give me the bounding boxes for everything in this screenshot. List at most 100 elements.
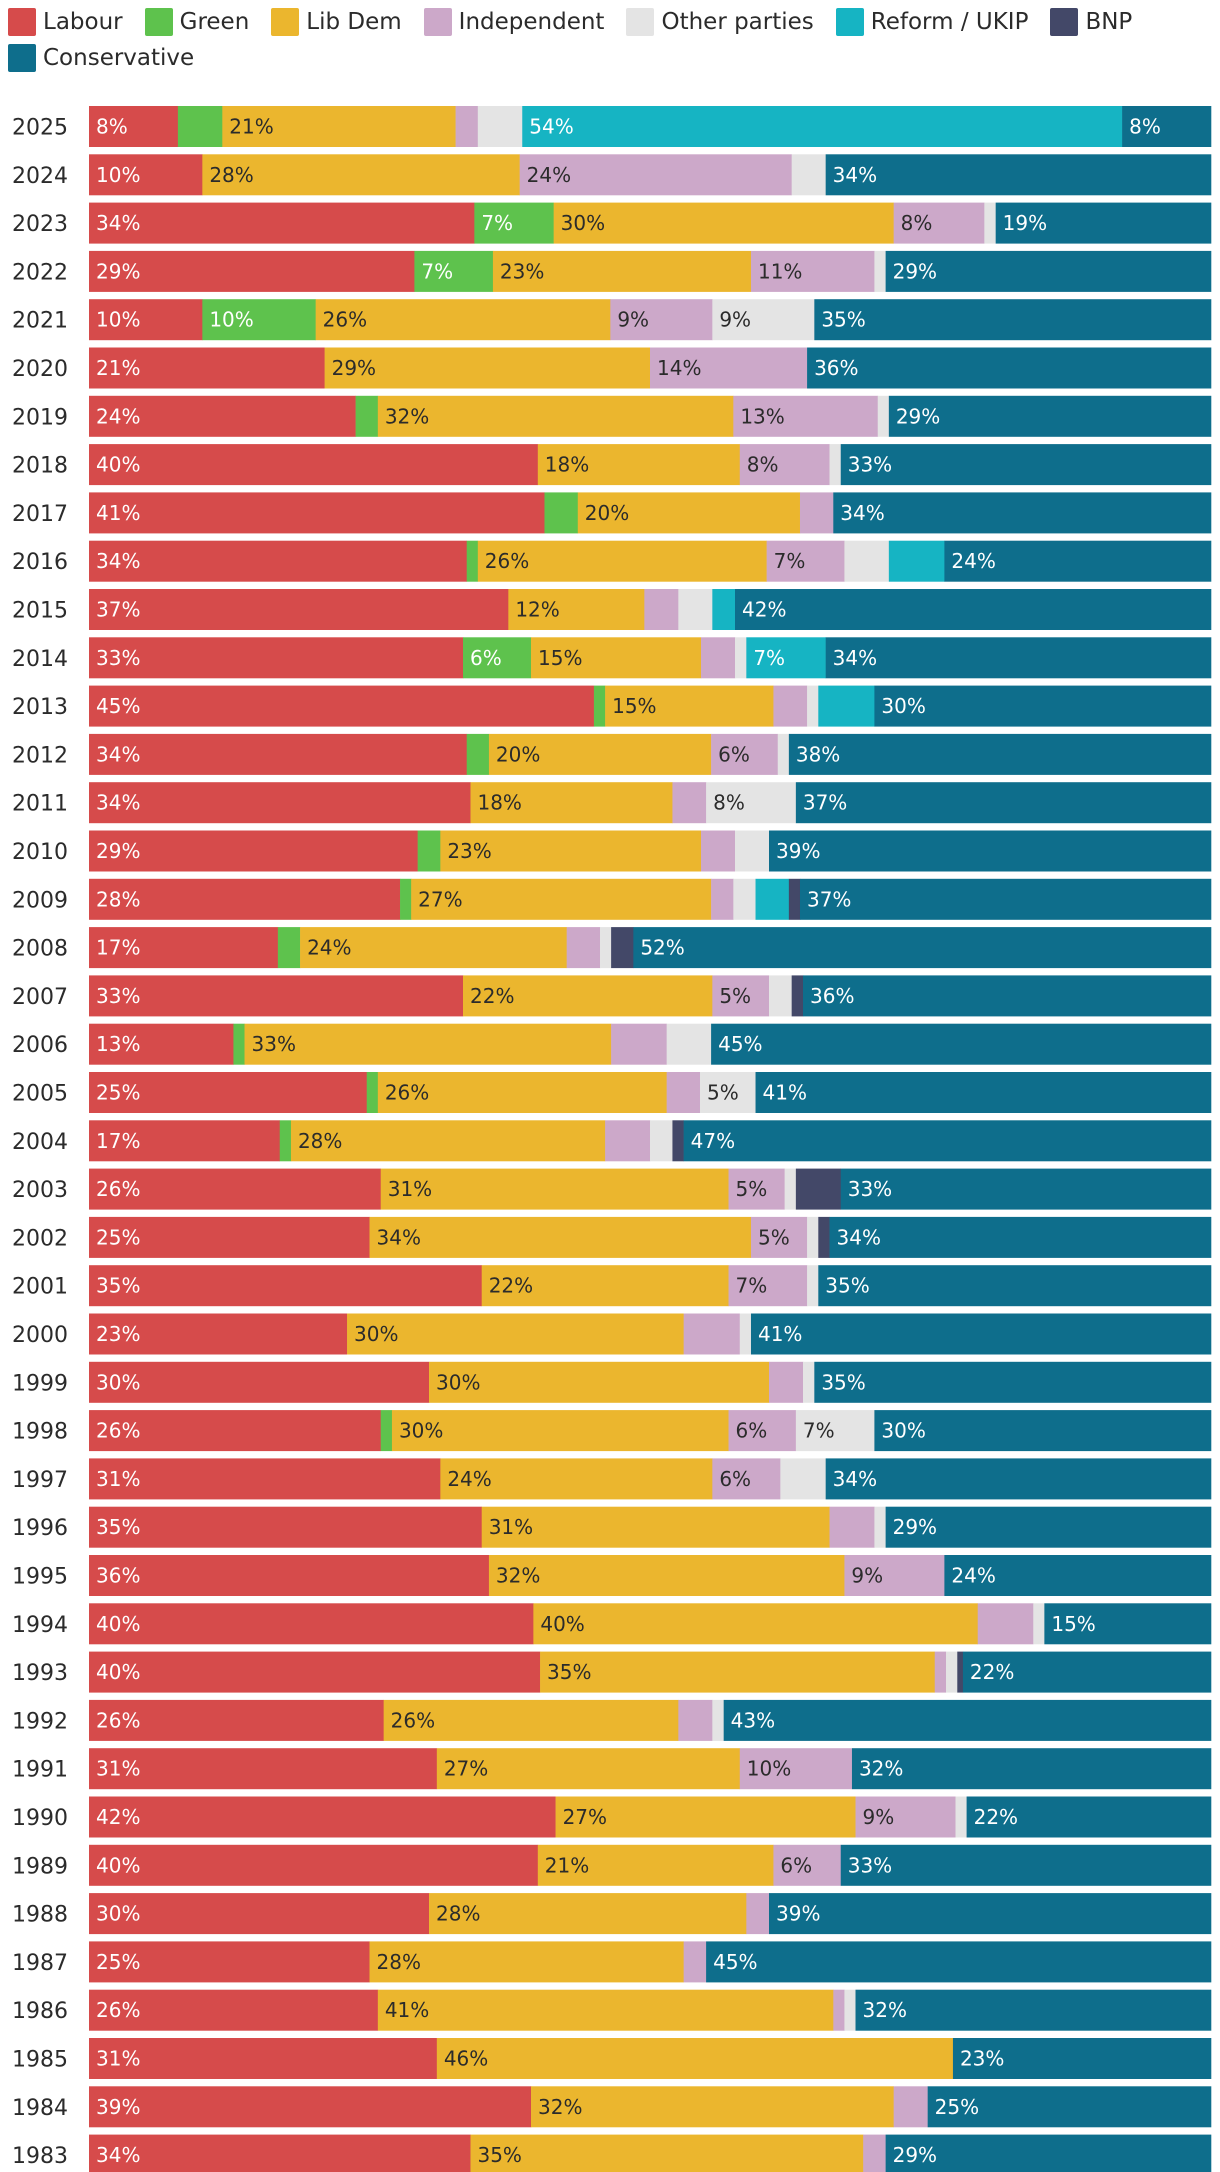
bar-row-2017: 2017 41% 20% 34% [12,492,1212,534]
bar-segment-lib-dem [429,1361,770,1403]
bar-row-2008: 2008 17% 24% 52% [12,927,1212,969]
data-label: 25% [935,2095,979,2119]
data-label: 40% [540,1612,584,1636]
bar-segment-conservative [944,540,1212,582]
bar-segment-independent [728,1265,808,1307]
bar-segment-independent [519,154,792,196]
bar-segment-lib-dem [377,395,734,437]
data-label: 45% [713,1950,757,1974]
bar-segment-independent [678,1699,713,1741]
data-label: 33% [96,646,140,670]
data-label: 26% [96,1419,140,1443]
bar-segment-labour [89,1651,541,1693]
year-label: 1984 [12,2096,68,2121]
bar-segment-conservative [833,492,1212,534]
legend-label: Lib Dem [306,9,402,35]
bar-row-1985: 1985 31% 46% 23% [12,2038,1212,2079]
bar-segment-conservative [769,1893,1212,1935]
bar-row-2003: 2003 26% 31% 5% 33% [12,1168,1212,1210]
data-label: 29% [896,404,940,428]
bar-segment-labour [89,1216,370,1258]
bar-segment-labour [89,1361,430,1403]
bar-segment-reform-ukip [888,540,945,582]
bar-segment-conservative [706,1941,1212,1983]
year-label: 2015 [12,599,68,624]
bar-row-2001: 2001 35% 22% 7% 35% [12,1265,1212,1307]
bar-segment-conservative [855,1989,1212,2031]
bar-segment-conservative [995,202,1212,244]
data-label: 8% [713,791,745,815]
legend-swatch-lib-dem [271,8,300,36]
bar-segment-lib-dem [531,2086,894,2128]
bar-segment-labour [89,1313,348,1355]
bar-row-2025: 2025 8% 21% 54% 8% [12,106,1212,147]
legend-item-green: Green [144,8,249,36]
bar-segment-lib-dem [436,1748,741,1790]
bar-segment-green [380,1410,393,1452]
bar-segment-independent [766,540,845,582]
year-label: 1993 [12,1661,68,1686]
bar-segment-labour [89,202,475,244]
bar-segment-conservative [818,1265,1212,1307]
data-label: 54% [529,115,573,139]
data-label: 7% [803,1419,835,1443]
bar-segment-lib-dem [202,154,520,196]
data-label: 13% [96,1032,140,1056]
bar-segment-other-parties [807,685,819,727]
bar-segment-other-parties [769,975,792,1017]
data-label: 32% [859,1757,903,1781]
data-label: 34% [833,646,877,670]
data-label: 36% [814,356,858,380]
bar-segment-other-parties [844,540,890,582]
bar-segment-labour [89,830,418,872]
data-label: 26% [96,1177,140,1201]
bar-row-2006: 2006 13% 33% 45% [12,1023,1212,1065]
bar-segment-independent [829,1506,875,1548]
data-label: 14% [657,356,701,380]
data-label: 34% [96,791,140,815]
bar-segment-bnp [957,1651,964,1693]
bar-segment-green [463,637,532,679]
data-label: 22% [970,1660,1014,1684]
data-label: 39% [96,2095,140,2119]
data-label: 34% [96,742,140,766]
data-label: 29% [96,259,140,283]
data-label: 7% [774,549,806,573]
bar-segment-lib-dem [315,299,611,341]
bar-segment-conservative [683,1120,1212,1162]
data-label: 30% [881,1419,925,1443]
data-label: 37% [807,887,851,911]
legend-item-other-parties: Other parties [626,8,814,36]
legend-swatch-independent [423,8,452,36]
data-label: 45% [96,694,140,718]
bar-segment-labour [89,106,179,147]
data-label: 23% [447,839,491,863]
data-label: 19% [1003,211,1047,235]
bar-segment-conservative [825,154,1212,196]
data-label: 5% [719,984,751,1008]
bar-segment-conservative [840,444,1212,486]
bar-row-2022: 2022 29% 7% 23% 11% 29% [12,250,1212,292]
bar-segment-independent [712,1458,781,1500]
bar-segment-lib-dem [440,1458,713,1500]
year-label: 2021 [12,309,68,334]
bar-segment-lib-dem [440,830,702,872]
data-label: 33% [848,1853,892,1877]
bar-row-2021: 2021 10% 10% 26% 9% 9% 35% [12,299,1212,341]
data-label: 27% [444,1757,488,1781]
data-label: 31% [96,1757,140,1781]
bar-row-2014: 2014 33% 6% 15% 7% 34% [12,637,1212,679]
bar-segment-lib-dem [380,1168,729,1210]
data-label: 34% [96,211,140,235]
year-label: 1987 [12,1951,68,1976]
bar-segment-labour [89,1555,490,1596]
bar-segment-lib-dem [537,444,741,486]
data-label: 10% [96,163,140,187]
data-label: 28% [436,1902,480,1926]
bar-segment-lib-dem [481,1506,830,1548]
bar-segment-independent [644,589,679,630]
bar-segment-bnp [611,927,634,969]
data-label: 42% [742,598,786,622]
bar-row-2010: 2010 29% 23% 39% [12,830,1212,872]
data-label: 7% [753,646,785,670]
